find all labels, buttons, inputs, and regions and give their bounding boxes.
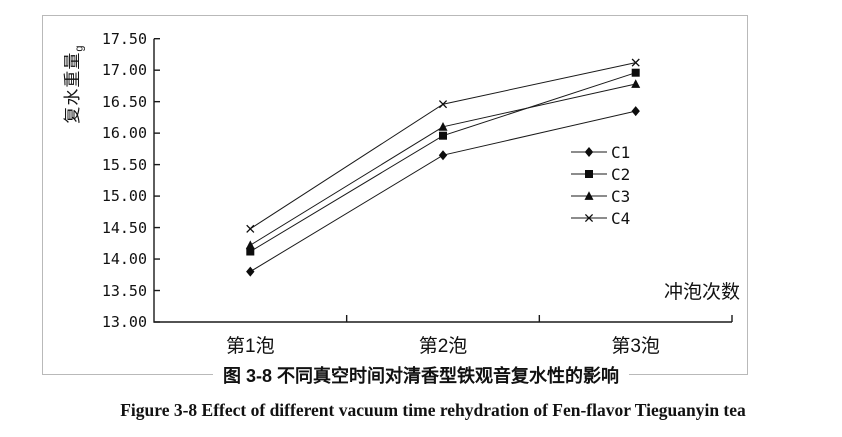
legend-label: C4 [611,208,631,228]
chart-legend: C1 C2 C3 C4 [570,141,630,229]
y-axis-tick-label: 14.00 [101,250,147,269]
x-axis-category-label: 第1泡 [226,336,275,357]
marker-triangle-icon [438,122,448,131]
legend-row-C3: C3 [570,185,630,207]
x-axis-category-label: 第3泡 [611,336,660,357]
legend-marker-triangle-icon [571,191,607,200]
y-axis-title: 复水重量g [58,14,85,154]
marker-x-icon [438,100,448,109]
marker-diamond-icon [631,106,640,117]
y-axis-tick-label: 13.00 [101,313,147,331]
marker-x-icon [631,58,640,67]
legend-label: C2 [611,164,631,184]
legend-marker-square-icon [571,170,607,178]
marker-square-icon [585,170,593,178]
legend-marker-x-icon [571,213,607,223]
y-axis-title-text: 复水重量 [63,51,82,124]
legend-row-C2: C2 [570,163,630,185]
marker-x-icon [584,213,594,223]
y-axis-unit: g [73,44,86,52]
legend-label: C3 [611,186,631,206]
figure-caption-english: Figure 3-8 Effect of different vacuum ti… [120,400,746,420]
y-axis-tick-label: 14.50 [101,218,147,237]
marker-square-icon [439,131,447,140]
x-axis-category-label: 第2泡 [418,336,468,357]
y-axis-tick-label: 15.50 [101,155,147,174]
y-axis-tick-label: 17.00 [101,61,147,80]
y-axis-tick-label: 13.50 [101,281,147,300]
y-axis-tick-label: 16.00 [101,124,147,143]
marker-x-icon [246,224,255,233]
legend-row-C1: C1 [570,141,630,163]
y-axis-tick-label: 15.00 [101,187,147,206]
chart-frame [42,15,748,375]
marker-diamond-icon [246,266,255,277]
marker-square-icon [246,247,255,256]
x-axis-category-labels: 第1泡 第2泡 第3泡 [0,331,842,359]
marker-diamond-icon [438,150,448,161]
y-axis-tick-label: 16.50 [101,92,147,111]
marker-square-icon [631,68,640,77]
legend-row-C4: C4 [570,207,630,229]
y-axis-tick-label: 17.50 [101,29,147,48]
marker-triangle-icon [245,240,255,250]
figure-caption-chinese: 图 3-8 不同真空时间对清香型铁观音复水性的影响 [212,362,630,388]
legend-marker-diamond-icon [571,147,607,157]
y-axis-tick-labels: 17.50 17.00 16.50 16.00 15.50 15.00 14.50 14.00… [90,0,147,360]
legend-label: C1 [611,142,631,162]
marker-triangle-icon [584,191,594,200]
axis-lines [153,38,732,323]
x-axis-title: 冲泡次数 [663,282,740,303]
marker-triangle-icon [631,79,641,88]
marker-diamond-icon [584,147,594,157]
